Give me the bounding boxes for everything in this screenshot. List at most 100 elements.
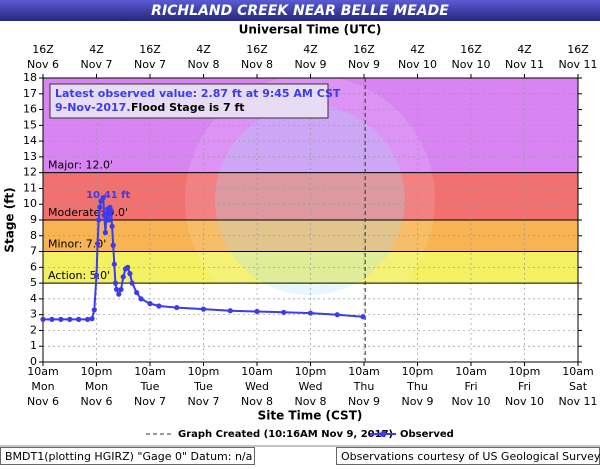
x-tick-label: 10am xyxy=(134,365,165,378)
x2-tick-label: Nov 9 xyxy=(295,58,327,71)
y-tick-label: 7 xyxy=(30,245,37,258)
data-point xyxy=(334,312,340,318)
x-tick-label: Nov 8 xyxy=(241,395,273,408)
data-point xyxy=(138,296,144,302)
data-point xyxy=(156,303,162,309)
x-tick-label: 10pm xyxy=(81,365,113,378)
data-point xyxy=(134,289,140,296)
x2-tick-label: 4Z xyxy=(303,43,318,56)
x2-tick-label: Nov 11 xyxy=(559,58,598,71)
x-tick-label: 10pm xyxy=(295,365,327,378)
data-point xyxy=(118,286,124,293)
x2-tick-label: 4Z xyxy=(196,43,211,56)
data-point xyxy=(174,304,180,311)
y-tick-label: 2 xyxy=(30,323,37,336)
y-tick-label: 12 xyxy=(23,166,37,179)
x-tick-label: Nov 11 xyxy=(559,395,598,408)
info-line: 9-Nov-2017. xyxy=(55,101,131,114)
x-tick-label: 10pm xyxy=(509,365,541,378)
x2-tick-label: 4Z xyxy=(517,43,532,56)
data-point xyxy=(84,316,91,322)
data-point xyxy=(112,280,119,286)
x2-tick-label: 16Z xyxy=(353,43,375,56)
y-tick-label: 0 xyxy=(30,355,37,368)
y-tick-label: 15 xyxy=(23,118,37,131)
data-point xyxy=(116,291,122,297)
x2-tick-label: Nov 9 xyxy=(348,58,380,71)
data-point xyxy=(40,316,46,322)
data-point xyxy=(125,264,131,270)
plot-frame xyxy=(42,77,579,363)
flood-band xyxy=(43,172,578,220)
y-tick-label: 9 xyxy=(30,213,37,226)
info-line: Latest observed value: 2.87 ft at 9:45 A… xyxy=(55,87,341,100)
footer-left: BMDT1(plotting HGIRZ) "Gage 0" Datum: n/… xyxy=(5,450,252,463)
data-point xyxy=(111,261,117,267)
info-line: Flood Stage is 7 ft xyxy=(131,101,245,114)
data-point xyxy=(58,316,64,322)
flood-label: Action: 5.0' xyxy=(48,269,110,282)
data-point xyxy=(120,274,126,280)
data-point xyxy=(91,307,97,313)
x-tick-label: 10pm xyxy=(402,365,434,378)
flood-label: Moderate: 9.0' xyxy=(48,206,128,219)
x2-tick-label: 4Z xyxy=(410,43,425,56)
y-tick-label: 6 xyxy=(30,260,37,273)
x-tick-label: Mon xyxy=(85,380,108,393)
data-point xyxy=(67,316,73,322)
x2-tick-label: Nov 10 xyxy=(452,58,491,71)
y-tick-label: 3 xyxy=(30,308,37,321)
x2-tick-label: Nov 6 xyxy=(27,58,59,71)
data-point xyxy=(95,241,101,247)
flood-label: Major: 12.0' xyxy=(48,159,113,172)
x-tick-label: 10am xyxy=(455,365,486,378)
y-tick-label: 18 xyxy=(23,71,37,84)
x-tick-label: 10am xyxy=(241,365,272,378)
x-tick-label: Nov 10 xyxy=(505,395,544,408)
x-tick-label: Thu xyxy=(353,380,375,393)
data-point xyxy=(227,308,233,314)
data-point xyxy=(281,309,287,315)
y-tick-label: 13 xyxy=(23,150,37,163)
y-tick-label: 4 xyxy=(30,292,37,305)
data-point xyxy=(108,207,114,214)
data-point xyxy=(147,301,153,307)
x-tick-label: 10am xyxy=(27,365,58,378)
x2-tick-label: Nov 10 xyxy=(398,58,437,71)
x2-tick-label: 4Z xyxy=(89,43,104,56)
x-tick-label: Sat xyxy=(569,380,588,393)
legend-label: Observed xyxy=(400,429,454,440)
y-tick-label: 1 xyxy=(30,339,37,352)
watermark xyxy=(215,105,405,295)
data-point xyxy=(127,271,133,277)
data-point xyxy=(76,316,82,322)
y-tick-label: 14 xyxy=(23,134,37,147)
x-tick-label: Nov 7 xyxy=(134,395,166,408)
x2-tick-label: Nov 8 xyxy=(241,58,273,71)
x-tick-label: 10am xyxy=(562,365,593,378)
x2-tick-label: 16Z xyxy=(460,43,482,56)
x-tick-label: Tue xyxy=(140,380,160,393)
x-tick-label: Wed xyxy=(245,380,269,393)
legend-swatch xyxy=(380,431,386,437)
x-tick-label: Wed xyxy=(299,380,323,393)
x-tick-label: Nov 6 xyxy=(81,395,113,408)
y-axis-label: Stage (ft) xyxy=(3,187,17,252)
legend-created-label: Graph Created (10:16AM Nov 9, 2017) xyxy=(178,429,393,440)
x-tick-label: Nov 8 xyxy=(295,395,327,408)
x-tick-label: Nov 9 xyxy=(348,395,380,408)
x-tick-label: 10pm xyxy=(188,365,220,378)
data-point xyxy=(254,308,260,315)
title-bar xyxy=(0,0,600,21)
y-tick-label: 10 xyxy=(23,197,37,210)
x2-tick-label: Nov 8 xyxy=(188,58,220,71)
y-tick-label: 17 xyxy=(23,87,37,100)
x2-tick-label: Nov 7 xyxy=(134,58,166,71)
peak-label: 10.41 ft xyxy=(86,190,130,201)
x2-tick-label: 16Z xyxy=(139,43,161,56)
data-point xyxy=(102,230,109,236)
x-tick-label: Fri xyxy=(518,380,531,393)
y-tick-label: 5 xyxy=(30,276,37,289)
